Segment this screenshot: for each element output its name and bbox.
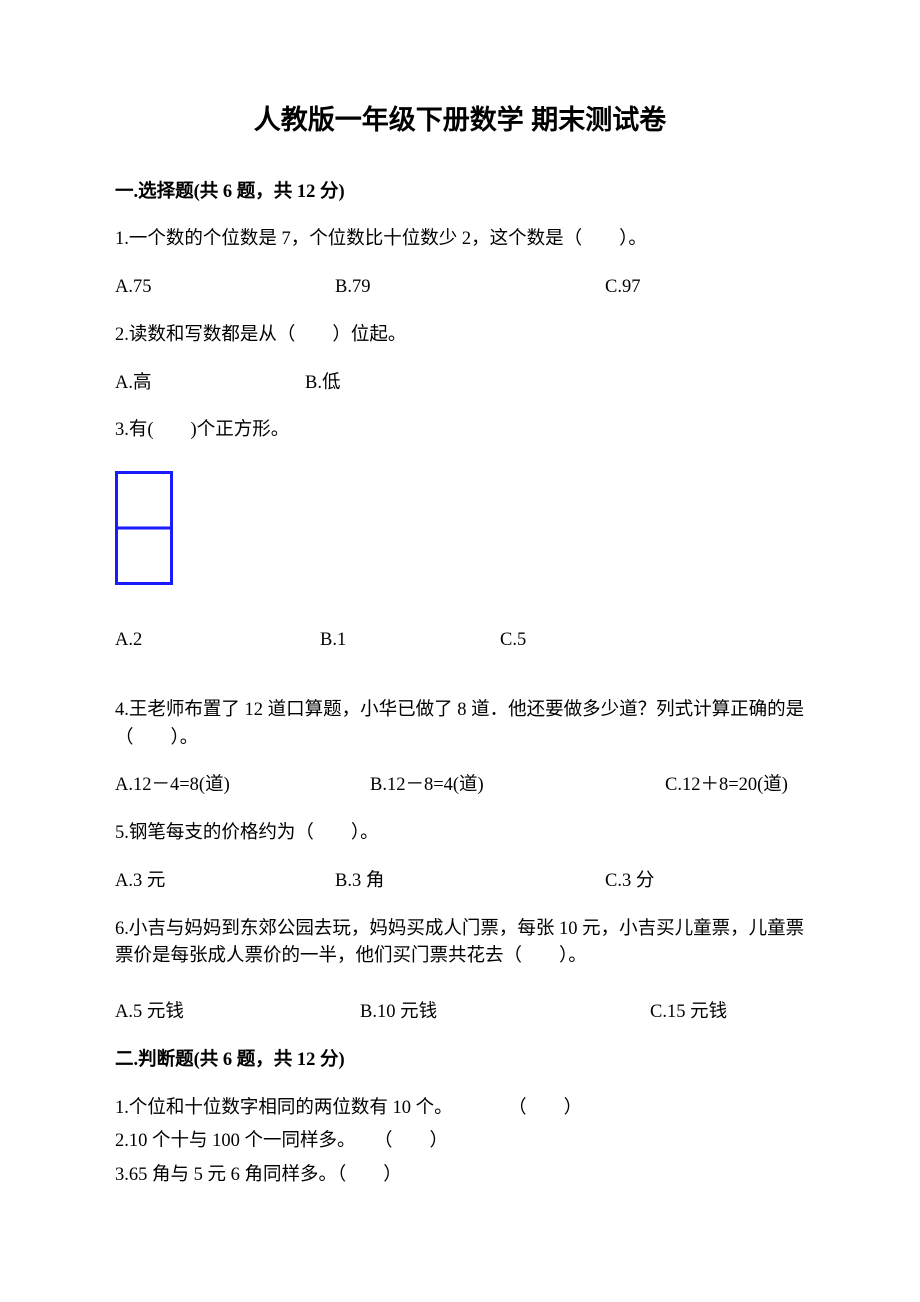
q3-option-b: B.1 [320, 627, 500, 655]
q6-text: 6.小吉与妈妈到东郊公园去玩，妈妈买成人门票，每张 10 元，小吉买儿童票，儿童… [115, 916, 805, 972]
q4-options: A.12－4=8(道) B.12－8=4(道) C.12＋8=20(道) [115, 772, 805, 800]
q3-option-a: A.2 [115, 627, 320, 655]
q5-option-c: C.3 分 [605, 868, 805, 896]
q6-option-b: B.10 元钱 [360, 999, 650, 1027]
j1-text: 1.个位和十位数字相同的两位数有 10 个。 （ ） [115, 1095, 805, 1123]
q2-options: A.高 B.低 [115, 370, 805, 398]
q5-option-b: B.3 角 [335, 868, 605, 896]
q5-options: A.3 元 B.3 角 C.3 分 [115, 868, 805, 896]
q6-option-c: C.15 元钱 [650, 999, 727, 1027]
q4-text: 4.王老师布置了 12 道口算题，小华已做了 8 道．他还要做多少道？列式计算正… [115, 697, 805, 753]
q2-option-b: B.低 [305, 370, 805, 398]
q2-text: 2.读数和写数都是从（ ）位起。 [115, 322, 805, 350]
q3-options: A.2 B.1 C.5 [115, 627, 805, 655]
section-2-heading: 二.判断题(共 6 题，共 12 分) [115, 1047, 805, 1075]
q4-option-a: A.12－4=8(道) [115, 772, 370, 800]
q3-text: 3.有( )个正方形。 [115, 417, 805, 445]
two-square-figure [115, 471, 173, 585]
q3-figure [115, 471, 805, 585]
q2-option-a: A.高 [115, 370, 305, 398]
q6-options: A.5 元钱 B.10 元钱 C.15 元钱 [115, 999, 805, 1027]
q6-option-a: A.5 元钱 [115, 999, 360, 1027]
q3-option-c: C.5 [500, 627, 526, 655]
j2-text: 2.10 个十与 100 个一同样多。 （ ） [115, 1128, 805, 1156]
q1-option-b: B.79 [335, 274, 605, 302]
q5-option-a: A.3 元 [115, 868, 335, 896]
q1-option-a: A.75 [115, 274, 335, 302]
page-title: 人教版一年级下册数学 期末测试卷 [115, 100, 805, 141]
q1-options: A.75 B.79 C.97 [115, 274, 805, 302]
j3-text: 3.65 角与 5 元 6 角同样多。（ ） [115, 1162, 805, 1190]
section-1-heading: 一.选择题(共 6 题，共 12 分) [115, 179, 805, 207]
q4-option-b: B.12－8=4(道) [370, 772, 665, 800]
q4-option-c: C.12＋8=20(道) [665, 772, 788, 800]
q1-option-c: C.97 [605, 274, 805, 302]
q1-text: 1.一个数的个位数是 7，个位数比十位数少 2，这个数是（ ）。 [115, 226, 805, 254]
q5-text: 5.钢笔每支的价格约为（ ）。 [115, 820, 805, 848]
